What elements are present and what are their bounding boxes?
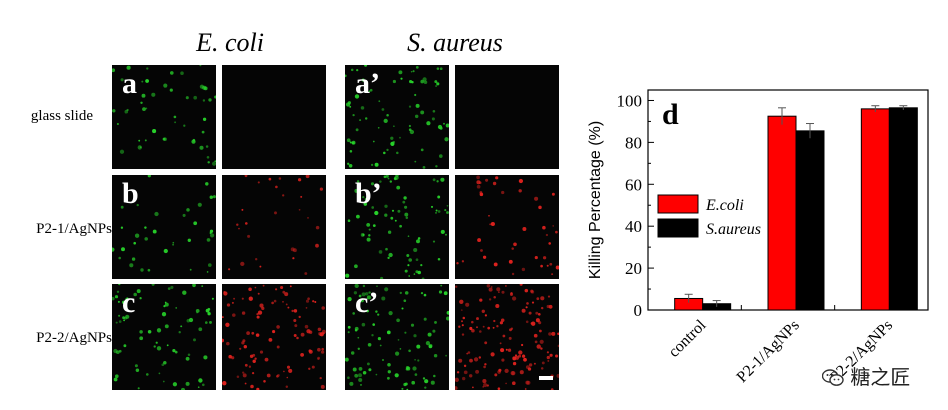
y-tick-label: 100: [617, 91, 643, 110]
micrograph-ecoli-live-row3: c: [112, 284, 216, 390]
bar-e-coli-1: [767, 115, 797, 311]
micrograph-ecoli-dead-row3: [222, 284, 326, 390]
micrograph-ecoli-live-row2: b: [112, 175, 216, 279]
panel-letter: b’: [355, 177, 382, 210]
watermark: 糖之匠: [821, 361, 911, 390]
micrograph-ecoli-live-row1: a: [112, 65, 216, 169]
micrograph-ecoli-dead-row1: [222, 65, 326, 169]
panel-letter: b: [122, 177, 139, 210]
bar-s-aureus-1: [795, 130, 825, 311]
column-header-saureus: S. aureus: [407, 28, 503, 57]
panel-letter: a: [122, 67, 137, 100]
legend-label: S.aureus: [706, 221, 761, 238]
killing-percentage-bar-chart: 0 20 40 60 80 100 Killing Percentage (%) d contr…: [587, 89, 929, 386]
micrograph-saureus-live-row2: b’: [345, 175, 449, 279]
row-label-glass-slide: glass slide: [30, 108, 93, 124]
y-tick-label: 60: [625, 175, 642, 194]
row-label-p2-1: P2-1/AgNPs: [36, 221, 112, 237]
bar-s-aureus-2: [888, 107, 918, 311]
scale-bar: [539, 376, 553, 380]
row-label-p2-2: P2-2/AgNPs: [36, 330, 112, 346]
y-axis-label: Killing Percentage (%): [587, 121, 604, 279]
x-category-label: control: [665, 316, 709, 360]
micrograph-saureus-dead-row3: [455, 284, 559, 390]
watermark-text: 糖之匠: [850, 365, 911, 389]
micrograph-ecoli-dead-row2: [222, 175, 326, 279]
panel-letter-d: d: [662, 98, 679, 131]
legend-swatch: [657, 194, 699, 214]
micrograph-saureus-dead-row1: [455, 65, 559, 169]
x-category-label: P2-1/AgNPs: [734, 317, 803, 386]
panel-letter: a’: [355, 67, 380, 100]
wechat-icon: [821, 369, 844, 386]
y-tick-label: 20: [625, 259, 642, 278]
column-header-ecoli: E. coli: [196, 28, 264, 57]
y-tick-label: 40: [625, 217, 642, 236]
y-tick-label: 0: [634, 301, 643, 320]
y-tick-label: 80: [625, 133, 642, 152]
legend-swatch: [657, 218, 699, 238]
micrograph-saureus-live-row1: a’: [345, 65, 449, 169]
bar-e-coli-2: [860, 108, 890, 311]
legend-label: E.coli: [705, 197, 744, 214]
micrograph-saureus-live-row3: c’: [345, 284, 449, 390]
panel-letter: c’: [355, 286, 379, 319]
micrograph-saureus-dead-row2: [455, 175, 559, 279]
panel-letter: c: [122, 286, 136, 319]
